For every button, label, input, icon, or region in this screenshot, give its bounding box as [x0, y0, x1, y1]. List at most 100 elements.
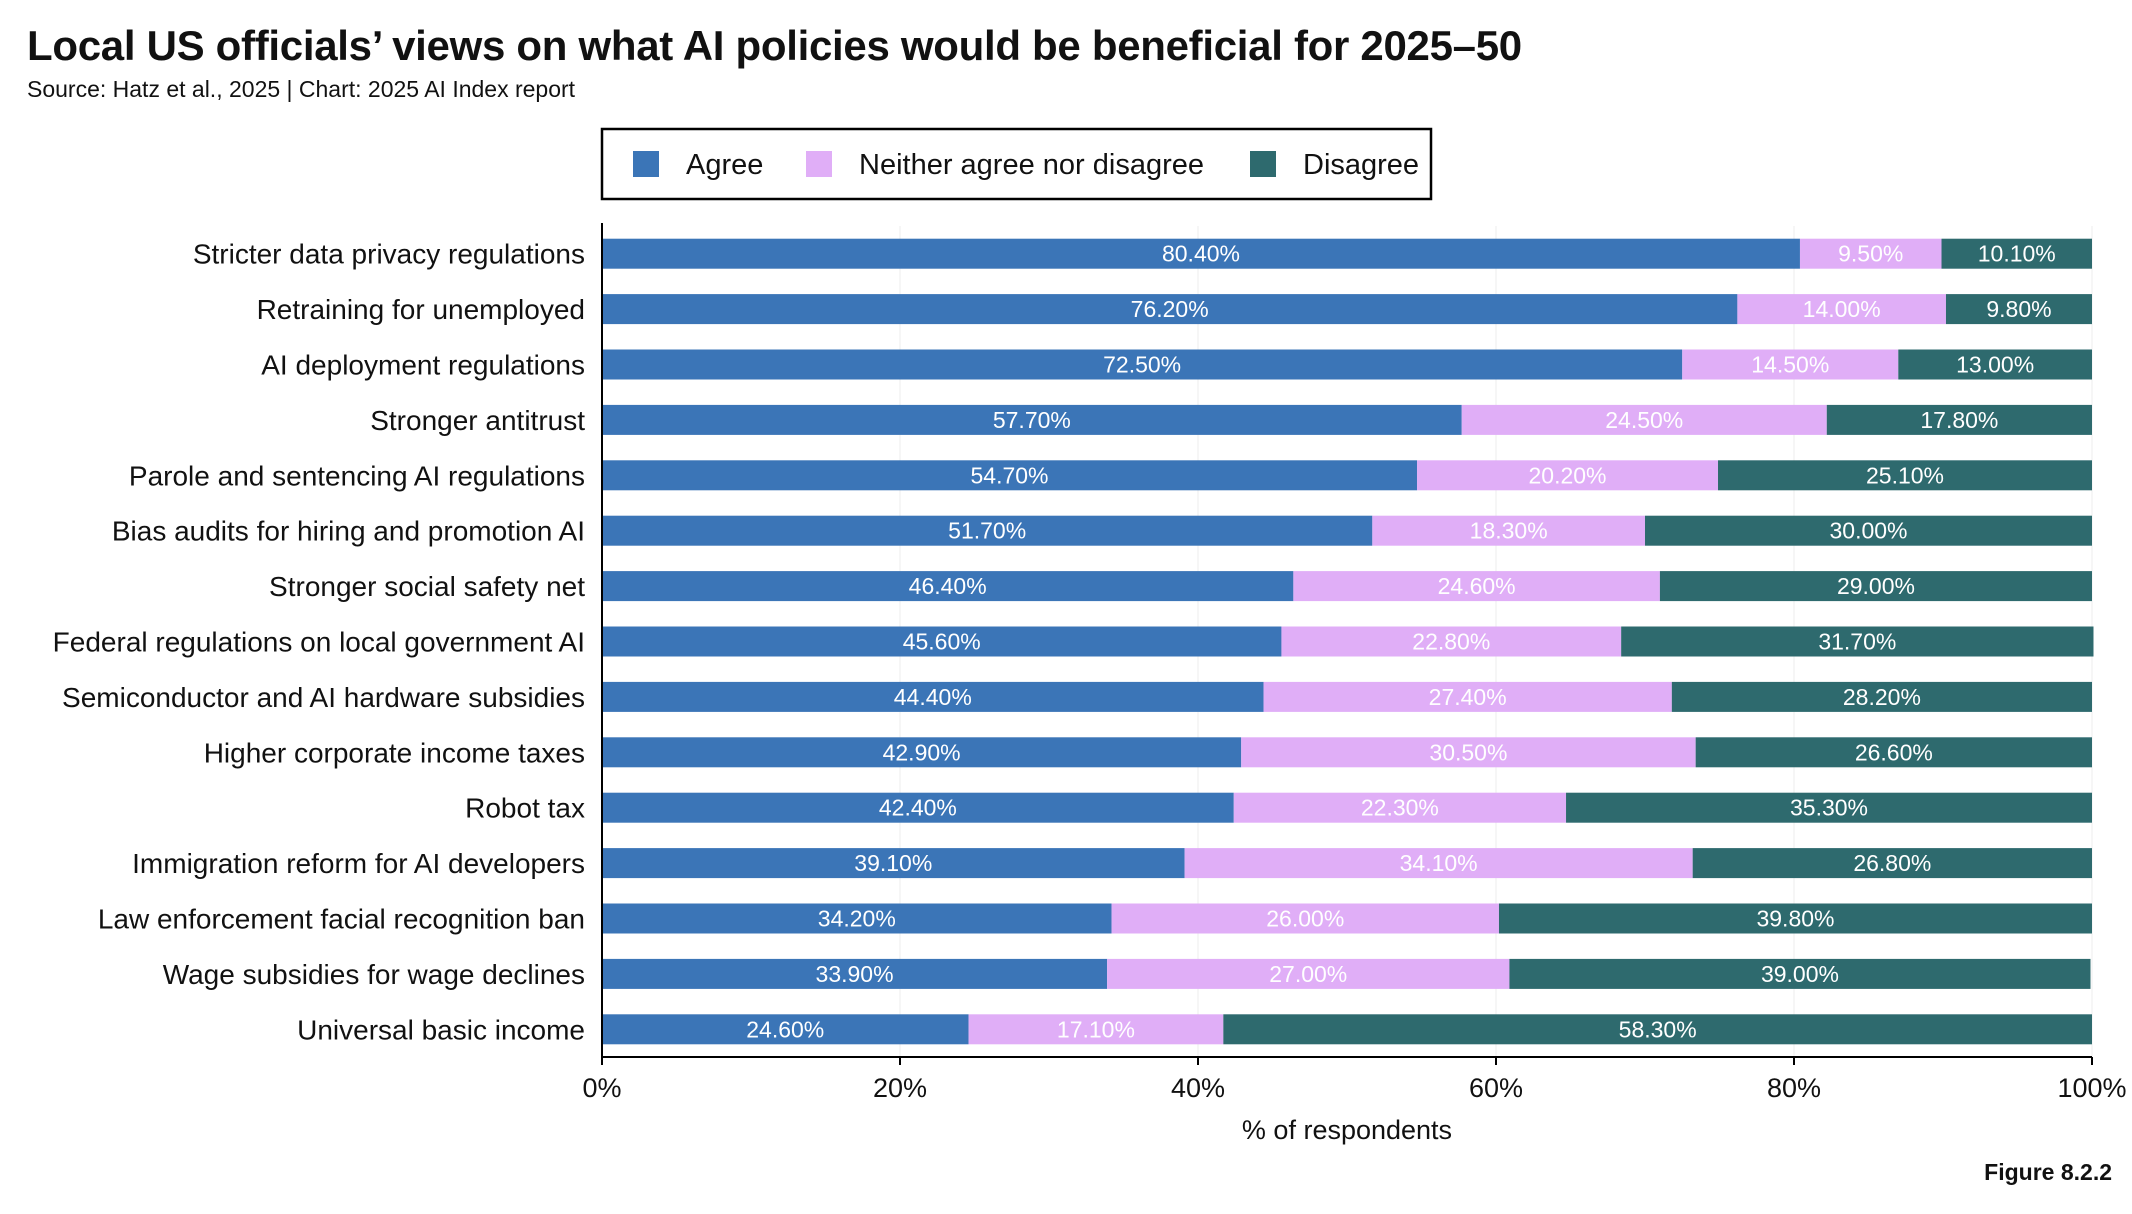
data-label: 13.00% — [1956, 352, 2034, 378]
category-label: Bias audits for hiring and promotion AI — [112, 516, 585, 547]
data-label: 22.80% — [1412, 629, 1490, 655]
bar-segment-agree — [602, 404, 1462, 435]
data-label: 76.20% — [1131, 296, 1209, 322]
bar-segment-agree — [602, 294, 1738, 325]
x-tick-label: 40% — [1171, 1073, 1225, 1103]
data-label: 26.80% — [1853, 850, 1931, 876]
bar-segment-neither-agree-nor-disagree — [1372, 515, 1645, 546]
data-label: 26.00% — [1266, 906, 1344, 932]
data-label: 39.00% — [1761, 961, 1839, 987]
legend-swatch — [806, 151, 832, 177]
bar-segment-disagree — [1621, 626, 2094, 657]
data-label: 26.60% — [1855, 739, 1933, 765]
bar-segment-disagree — [1695, 737, 2092, 768]
category-label: Immigration reform for AI developers — [132, 848, 585, 879]
bar-segment-disagree — [1223, 1014, 2092, 1045]
data-label: 44.40% — [894, 684, 972, 710]
data-label: 9.50% — [1838, 241, 1903, 267]
bar-segment-disagree — [1898, 349, 2092, 380]
data-label: 14.50% — [1751, 352, 1829, 378]
bar-segment-agree — [602, 1014, 969, 1045]
figure-number: Figure 8.2.2 — [1984, 1159, 2112, 1185]
bar-segment-disagree — [1566, 792, 2092, 823]
data-label: 17.10% — [1057, 1016, 1135, 1042]
bar-segment-neither-agree-nor-disagree — [1461, 404, 1827, 435]
bar-segment-agree — [602, 958, 1108, 989]
bar-segment-neither-agree-nor-disagree — [1417, 460, 1719, 491]
data-label: 14.00% — [1803, 296, 1881, 322]
category-label: Semiconductor and AI hardware subsidies — [62, 682, 585, 713]
legend-label: Disagree — [1303, 149, 1419, 181]
data-label: 24.60% — [746, 1016, 824, 1042]
data-label: 42.90% — [883, 739, 961, 765]
data-label: 10.10% — [1978, 241, 2056, 267]
data-label: 18.30% — [1470, 518, 1548, 544]
x-tick-label: 80% — [1767, 1073, 1821, 1103]
bar-segment-disagree — [1692, 848, 2092, 879]
bar-segment-disagree — [1645, 515, 2092, 546]
category-label: Retraining for unemployed — [257, 294, 585, 325]
data-label: 34.10% — [1400, 850, 1478, 876]
data-label: 24.50% — [1605, 407, 1683, 433]
bar-segment-agree — [602, 903, 1112, 934]
data-label: 34.20% — [818, 906, 896, 932]
data-label: 33.90% — [816, 961, 894, 987]
data-label: 51.70% — [948, 518, 1026, 544]
bar-segment-agree — [602, 681, 1264, 712]
data-label: 39.80% — [1756, 906, 1834, 932]
data-label: 17.80% — [1920, 407, 1998, 433]
bar-segment-neither-agree-nor-disagree — [1241, 737, 1696, 768]
chart-title: Local US officials’ views on what AI pol… — [27, 22, 1522, 69]
bar-segment-disagree — [1941, 238, 2092, 269]
category-label: Wage subsidies for wage declines — [163, 959, 585, 990]
bar-segment-neither-agree-nor-disagree — [1111, 903, 1499, 934]
category-label: AI deployment regulations — [261, 350, 585, 381]
chart-subtitle: Source: Hatz et al., 2025 | Chart: 2025 … — [27, 76, 576, 102]
bar-segment-agree — [602, 460, 1418, 491]
bar-segment-neither-agree-nor-disagree — [1281, 626, 1622, 657]
data-label: 9.80% — [1986, 296, 2051, 322]
x-tick-label: 20% — [873, 1073, 927, 1103]
data-label: 29.00% — [1837, 573, 1915, 599]
data-label: 25.10% — [1866, 462, 1944, 488]
bar-segment-agree — [602, 737, 1242, 768]
bar-segment-agree — [602, 792, 1234, 823]
category-label: Robot tax — [465, 793, 585, 824]
legend-frame — [600, 127, 1433, 201]
data-label: 20.20% — [1529, 462, 1607, 488]
data-label: 39.10% — [854, 850, 932, 876]
category-label: Universal basic income — [297, 1014, 585, 1045]
bar-segment-disagree — [1826, 404, 2092, 435]
bar-segment-disagree — [1718, 460, 2092, 491]
bar-segment-disagree — [1498, 903, 2092, 934]
bar-segment-neither-agree-nor-disagree — [1799, 238, 1942, 269]
legend-label: Agree — [686, 149, 763, 181]
data-label: 30.00% — [1829, 518, 1907, 544]
bar-segment-neither-agree-nor-disagree — [968, 1014, 1224, 1045]
legend-label: Neither agree nor disagree — [859, 149, 1204, 181]
legend-swatch — [633, 151, 659, 177]
bar-segment-agree — [602, 515, 1373, 546]
category-label: Parole and sentencing AI regulations — [129, 460, 585, 491]
data-label: 54.70% — [971, 462, 1049, 488]
bar-segment-agree — [602, 571, 1294, 602]
legend: Agree Neither agree nor disagree Disagree — [600, 127, 1433, 201]
legend-swatch — [1250, 151, 1276, 177]
data-label: 45.60% — [903, 629, 981, 655]
data-label: 35.30% — [1790, 795, 1868, 821]
bar-segment-agree — [602, 848, 1185, 879]
data-label: 42.40% — [879, 795, 957, 821]
bar-segment-agree — [602, 626, 1282, 657]
category-label: Federal regulations on local government … — [53, 627, 585, 658]
axes: Stricter data privacy regulations Retrain… — [53, 223, 2127, 1103]
x-tick-label: 60% — [1469, 1073, 1523, 1103]
data-label: 24.60% — [1438, 573, 1516, 599]
data-label: 27.00% — [1269, 961, 1347, 987]
data-label: 27.40% — [1429, 684, 1507, 710]
category-label: Stronger antitrust — [370, 405, 585, 436]
category-label: Stricter data privacy regulations — [193, 239, 585, 270]
bar-segment-disagree — [1671, 681, 2092, 712]
x-axis-title: % of respondents — [1242, 1115, 1452, 1145]
x-tick-label: 0% — [582, 1073, 621, 1103]
